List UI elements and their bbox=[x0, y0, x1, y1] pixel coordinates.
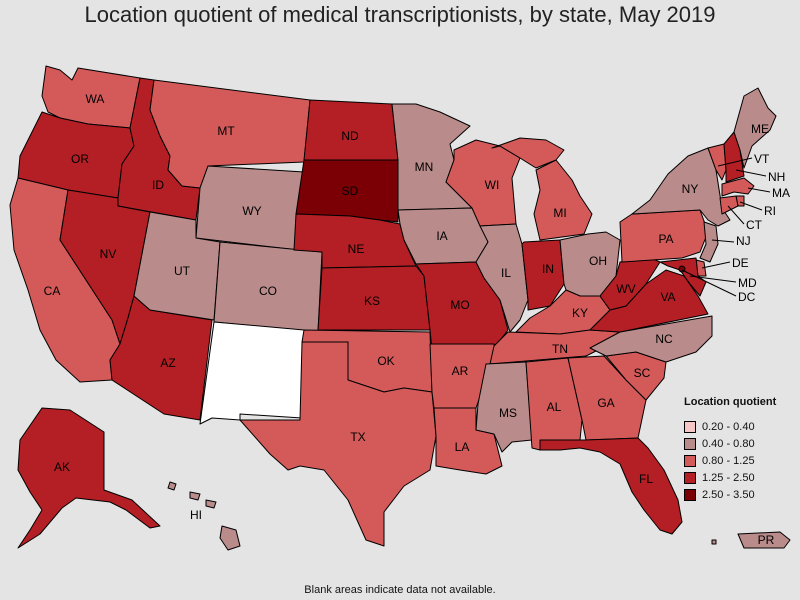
legend-label: 0.20 - 0.40 bbox=[702, 420, 755, 433]
state-label-de: DE bbox=[732, 256, 749, 270]
state-nj[interactable] bbox=[699, 221, 719, 263]
state-label-fl: FL bbox=[639, 472, 653, 486]
state-label-or: OR bbox=[71, 152, 89, 166]
legend-label: 0.80 - 1.25 bbox=[702, 454, 755, 467]
state-label-vt: VT bbox=[754, 152, 770, 166]
legend-row: 0.40 - 0.80 bbox=[684, 435, 776, 452]
leader-dc bbox=[681, 269, 737, 297]
leader-nh bbox=[735, 169, 767, 177]
state-label-ne: NE bbox=[348, 242, 365, 256]
state-label-mo: MO bbox=[450, 298, 469, 312]
legend-label: 2.50 - 3.50 bbox=[702, 488, 755, 501]
state-wy[interactable] bbox=[195, 165, 305, 251]
state-label-wy: WY bbox=[242, 204, 261, 218]
leader-ri bbox=[739, 201, 763, 211]
state-label-ks: KS bbox=[364, 294, 380, 308]
state-label-oh: OH bbox=[589, 254, 607, 268]
state-label-nj: NJ bbox=[736, 234, 751, 248]
leader-de bbox=[701, 261, 731, 269]
state-tx[interactable] bbox=[239, 341, 437, 547]
map-legend: Location quotient 0.20 - 0.40 0.40 - 0.80… bbox=[684, 396, 776, 503]
state-label-me: ME bbox=[751, 122, 769, 136]
state-label-tn: TN bbox=[552, 342, 568, 356]
state-label-co: CO bbox=[259, 284, 277, 298]
state-label-il: IL bbox=[501, 266, 511, 280]
state-mi[interactable] bbox=[533, 159, 593, 241]
legend-row: 0.80 - 1.25 bbox=[684, 452, 776, 469]
state-label-wv: WV bbox=[616, 282, 635, 296]
legend-swatch bbox=[684, 471, 696, 484]
legend-row: 1.25 - 2.50 bbox=[684, 469, 776, 486]
state-label-va: VA bbox=[660, 290, 675, 304]
state-label-nv: NV bbox=[100, 247, 117, 261]
state-label-mi: MI bbox=[553, 206, 566, 220]
state-hi[interactable] bbox=[167, 481, 241, 551]
state-label-nh: NH bbox=[768, 170, 785, 184]
leader-vt bbox=[717, 157, 753, 167]
state-label-ri: RI bbox=[764, 204, 776, 218]
state-me[interactable] bbox=[733, 87, 777, 169]
state-label-ca: CA bbox=[44, 284, 61, 298]
state-label-ky: KY bbox=[572, 306, 588, 320]
leader-nj bbox=[711, 239, 735, 243]
state-label-pa: PA bbox=[658, 232, 673, 246]
legend-swatch bbox=[684, 437, 696, 450]
legend-row: 0.20 - 0.40 bbox=[684, 418, 776, 435]
state-label-ms: MS bbox=[499, 406, 517, 420]
state-md[interactable] bbox=[659, 257, 707, 297]
state-label-ct: CT bbox=[746, 218, 763, 232]
state-pr[interactable] bbox=[711, 531, 791, 549]
state-label-ny: NY bbox=[682, 182, 699, 196]
state-label-al: AL bbox=[547, 400, 562, 414]
state-label-nc: NC bbox=[655, 332, 673, 346]
legend-row: 2.50 - 3.50 bbox=[684, 486, 776, 503]
state-nc[interactable] bbox=[589, 315, 713, 363]
legend-swatch bbox=[684, 454, 696, 467]
leader-ct bbox=[727, 205, 745, 225]
state-ak[interactable] bbox=[17, 407, 161, 549]
legend-swatch bbox=[684, 420, 696, 433]
state-la[interactable] bbox=[433, 407, 503, 475]
state-label-tx: TX bbox=[350, 430, 365, 444]
state-fl[interactable] bbox=[539, 437, 683, 535]
legend-title: Location quotient bbox=[684, 396, 777, 408]
state-label-ma: MA bbox=[772, 186, 790, 200]
state-label-sd: SD bbox=[342, 184, 359, 198]
legend-label: 1.25 - 2.50 bbox=[702, 471, 755, 484]
state-label-nd: ND bbox=[341, 129, 359, 143]
state-vt[interactable] bbox=[707, 143, 727, 181]
state-ma[interactable] bbox=[721, 177, 755, 197]
state-label-md: MD bbox=[738, 276, 757, 290]
leader-ma bbox=[747, 187, 771, 193]
state-label-ar: AR bbox=[452, 364, 469, 378]
state-label-pr: PR bbox=[758, 533, 775, 547]
state-mi-upper[interactable] bbox=[491, 137, 565, 169]
footnote: Blank areas indicate data not available. bbox=[304, 584, 496, 596]
state-label-ok: OK bbox=[377, 354, 394, 368]
state-label-sc: SC bbox=[634, 366, 651, 380]
state-label-hi: HI bbox=[190, 508, 202, 522]
state-label-mt: MT bbox=[217, 124, 235, 138]
state-label-wi: WI bbox=[485, 178, 500, 192]
state-label-ga: GA bbox=[597, 396, 614, 410]
state-label-az: AZ bbox=[160, 356, 175, 370]
state-label-la: LA bbox=[455, 440, 470, 454]
state-ny[interactable] bbox=[631, 147, 731, 227]
state-label-ak: AK bbox=[54, 460, 70, 474]
state-label-ut: UT bbox=[174, 264, 191, 278]
state-label-mn: MN bbox=[415, 160, 434, 174]
state-label-in: IN bbox=[542, 262, 554, 276]
state-ct[interactable] bbox=[719, 195, 739, 215]
state-label-id: ID bbox=[152, 178, 164, 192]
state-label-wa: WA bbox=[86, 92, 105, 106]
state-ga[interactable] bbox=[567, 355, 647, 441]
state-label-ia: IA bbox=[436, 229, 447, 243]
state-label-dc: DC bbox=[738, 290, 756, 304]
state-nm[interactable] bbox=[199, 321, 305, 425]
legend-swatch bbox=[684, 488, 696, 501]
map-title: Location quotient of medical transcripti… bbox=[84, 2, 716, 27]
legend-label: 0.40 - 0.80 bbox=[702, 437, 755, 450]
